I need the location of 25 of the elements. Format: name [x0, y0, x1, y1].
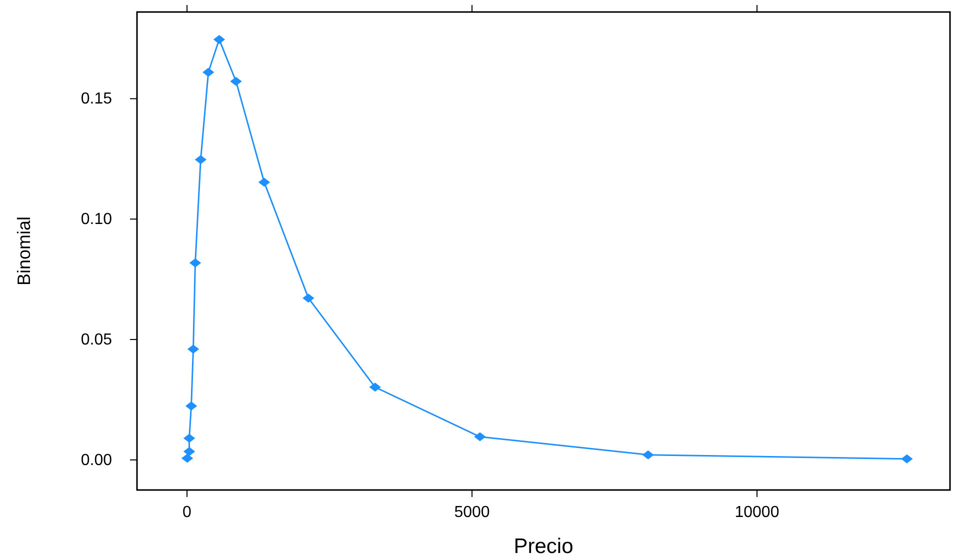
x-tick-label: 5000: [454, 504, 490, 521]
point: [194, 155, 207, 164]
point: [369, 382, 381, 392]
point: [901, 454, 913, 464]
point: [302, 294, 314, 303]
point: [181, 454, 194, 463]
point: [183, 434, 196, 443]
y-tick-label: 0.10: [80, 211, 112, 228]
point: [185, 401, 198, 410]
point: [474, 432, 486, 442]
point: [202, 68, 214, 77]
y-tick-label: 0.00: [80, 452, 112, 469]
x-tick-label: 0: [182, 504, 192, 521]
point: [642, 450, 654, 460]
x-tick-label: 10000: [734, 504, 780, 521]
point: [230, 76, 242, 86]
x-axis-title: Precio: [514, 535, 574, 557]
point: [189, 258, 202, 268]
y-tick-label: 0.05: [80, 331, 112, 348]
point: [258, 178, 270, 187]
point: [187, 344, 200, 354]
y-tick-label: 0.15: [80, 90, 112, 108]
y-axis-title: Binomial: [14, 216, 34, 286]
point: [183, 446, 196, 456]
point: [213, 34, 226, 44]
